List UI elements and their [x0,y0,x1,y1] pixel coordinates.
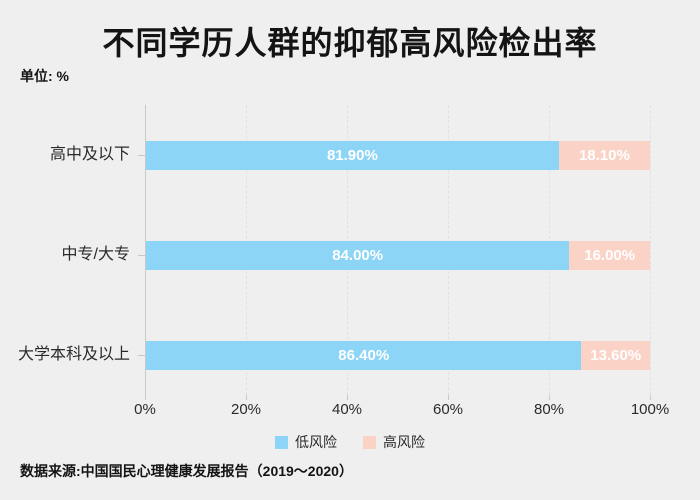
bar-value-label: 13.60% [590,346,642,364]
y-axis-tick [138,255,145,256]
x-tick-label: 20% [230,401,262,418]
x-axis-tick [448,395,449,400]
legend-swatch [275,435,288,449]
bar-value-label: 18.10% [578,146,630,164]
plot-area: 81.90% 18.10% 84.00% 16.00% 86.40% 13.60% [145,105,651,395]
x-axis-tick [549,395,550,400]
category-label: 中专/大专 [61,246,130,263]
bar-value-label: 16.00% [584,246,636,264]
x-tick-label: 60% [432,401,464,418]
x-axis-tick [347,395,348,400]
legend-label: 低风险 [295,434,337,450]
x-tick-label: 0% [134,401,156,418]
source-note: 数据来源:中国国民心理健康发展报告（2019～2020） [20,463,353,479]
bar-value-label: 86.40% [338,346,390,364]
y-axis-tick [138,155,145,156]
bar-segment-high-risk: 18.10% [558,140,650,170]
y-axis-tick [138,355,145,356]
legend-item: 低风险 [275,432,337,452]
x-tick-label: 40% [331,401,363,418]
bar-row: 84.00% 16.00% [146,240,650,270]
bar-row: 81.90% 18.10% [146,140,650,170]
bar-segment-high-risk: 13.60% [581,340,650,370]
legend-label: 高风险 [383,434,425,450]
chart-title: 不同学历人群的抑郁高风险检出率 [102,25,598,61]
unit-label: 单位: % [20,68,69,84]
bar-segment-low-risk: 81.90% [146,140,559,170]
x-axis-tick [650,395,651,400]
bar-row: 86.40% 13.60% [146,340,650,370]
bar-segment-high-risk: 16.00% [569,240,650,270]
legend-swatch [363,435,376,449]
legend: 低风险 高风险 [0,432,700,452]
grid-line [650,105,651,395]
bar-segment-low-risk: 84.00% [146,240,570,270]
category-label: 高中及以下 [49,146,130,163]
x-axis-tick [246,395,247,400]
category-label: 大学本科及以上 [17,346,130,363]
x-tick-label: 80% [533,401,565,418]
bar-value-label: 84.00% [332,246,384,264]
x-tick-label: 100% [630,401,670,418]
legend-item: 高风险 [363,432,425,452]
bar-value-label: 81.90% [326,146,378,164]
x-axis-tick [145,395,146,400]
bar-segment-low-risk: 86.40% [146,340,582,370]
